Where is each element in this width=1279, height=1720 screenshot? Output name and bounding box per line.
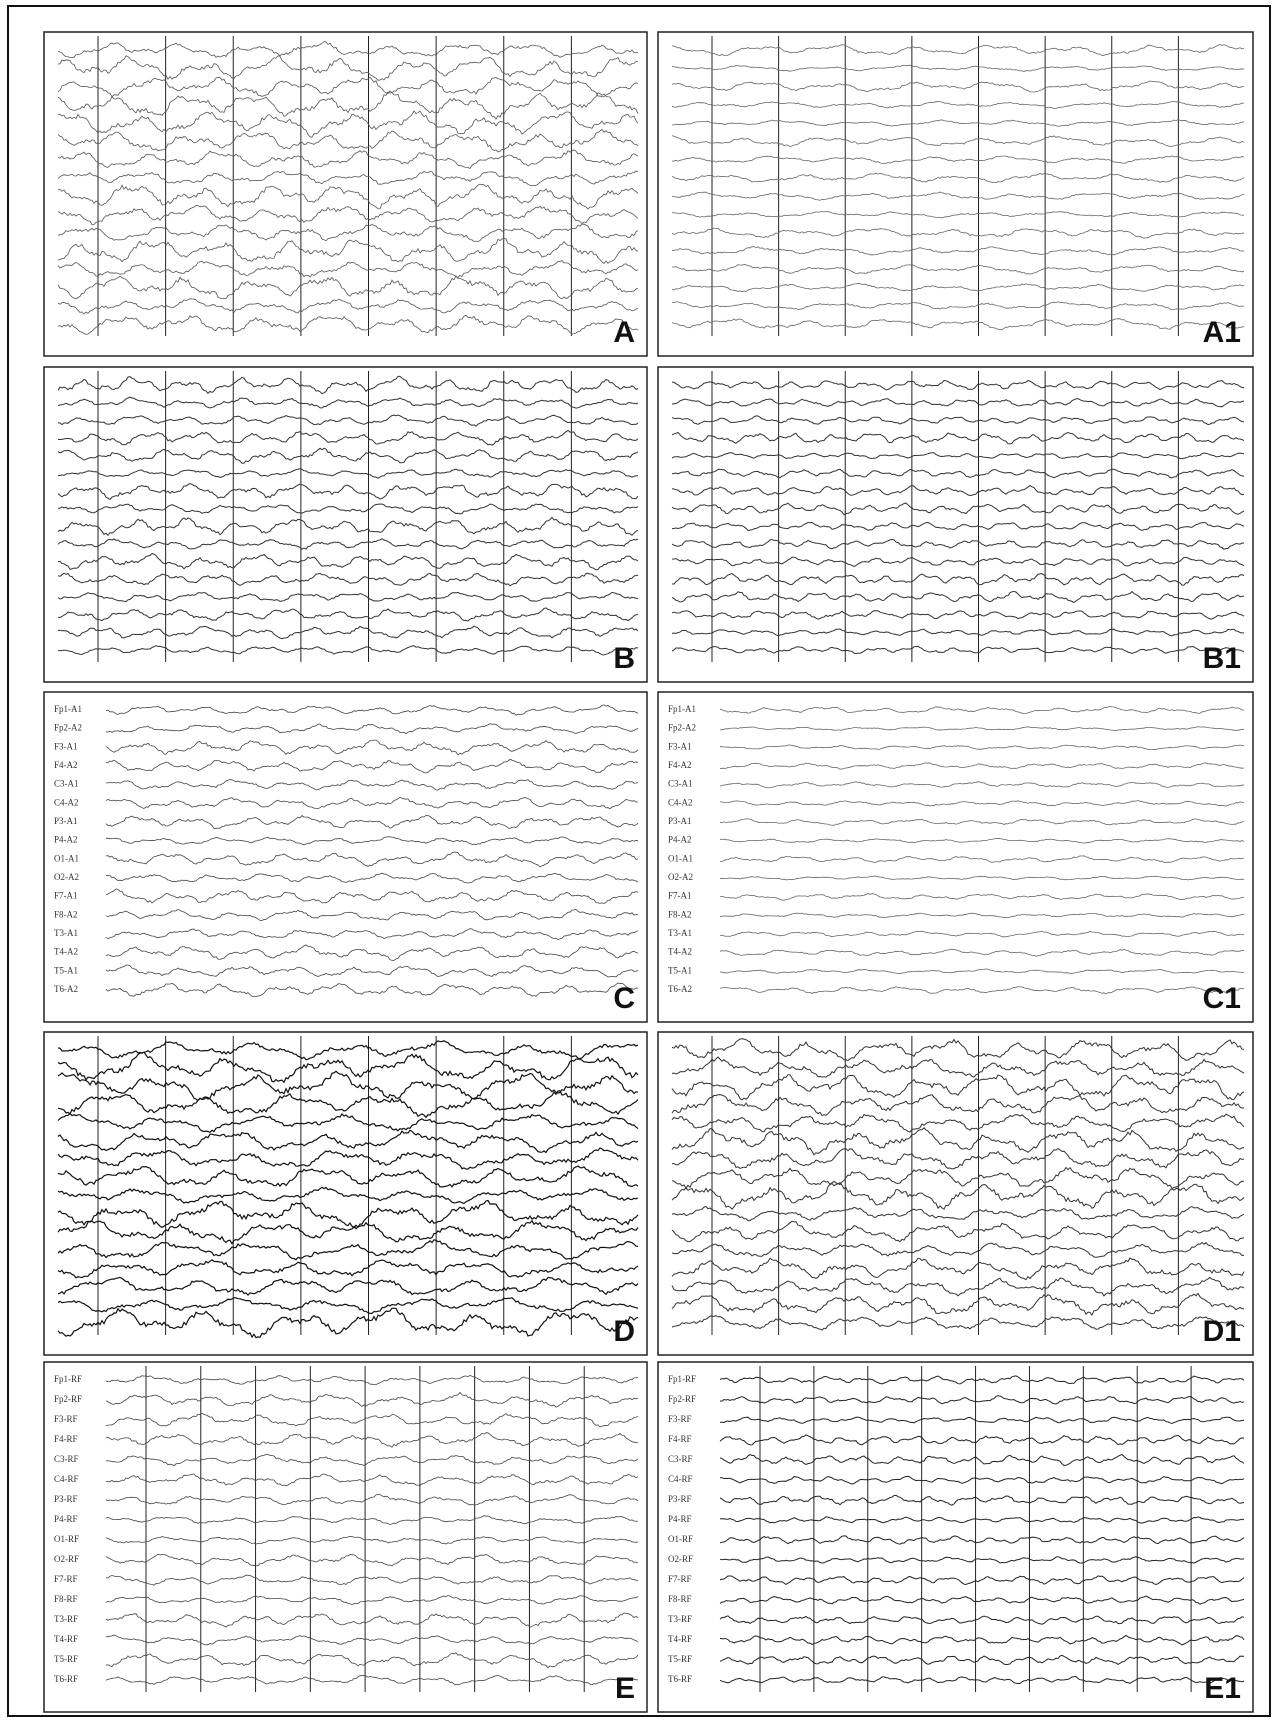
channel-label: T6-A2 xyxy=(54,984,78,994)
panel-label: D xyxy=(613,1315,635,1348)
channel-label: Fp1-RF xyxy=(668,1374,696,1384)
panel-frame xyxy=(658,1362,1253,1712)
channel-label: T5-RF xyxy=(54,1654,78,1664)
channel-label: P4-A2 xyxy=(668,835,692,845)
channel-label: O1-A1 xyxy=(54,853,79,863)
channel-label: P4-RF xyxy=(668,1514,692,1524)
channel-label: T3-A1 xyxy=(54,928,78,938)
panel-label: D1 xyxy=(1203,1315,1241,1348)
channel-label: P3-A1 xyxy=(668,816,692,826)
panel-frame xyxy=(44,1362,647,1712)
eeg-figure: A A1 B B1 Fp1-A1 Fp2-A2 F3-A1 F4-A2 C3-A1 C4-A2 P3… xyxy=(0,0,1279,1720)
channel-label: F8-A2 xyxy=(54,909,78,919)
channel-label: F8-A2 xyxy=(668,909,692,919)
panel-label: E1 xyxy=(1204,1672,1241,1705)
channel-label: P4-RF xyxy=(54,1514,78,1524)
channel-label: Fp1-A1 xyxy=(668,704,696,714)
channel-label: T6-RF xyxy=(54,1674,78,1684)
channel-label: O1-RF xyxy=(54,1534,79,1544)
channel-label: F4-A2 xyxy=(54,760,78,770)
channel-label: T3-RF xyxy=(668,1614,692,1624)
panel-label: C1 xyxy=(1203,982,1241,1015)
channel-label: T5-RF xyxy=(668,1654,692,1664)
channel-label: F7-RF xyxy=(668,1574,692,1584)
channel-label: O1-A1 xyxy=(668,853,693,863)
channel-label: O2-RF xyxy=(668,1554,693,1564)
panel-label: E xyxy=(615,1672,635,1705)
channel-label: T5-A1 xyxy=(668,965,692,975)
channel-label: F7-RF xyxy=(54,1574,78,1584)
channel-label: F3-A1 xyxy=(54,741,78,751)
channel-label: P3-A1 xyxy=(54,816,78,826)
channel-label: Fp2-RF xyxy=(668,1394,696,1404)
channel-label: O1-RF xyxy=(668,1534,693,1544)
channel-label: Fp1-A1 xyxy=(54,704,82,714)
channel-label: C3-A1 xyxy=(54,779,79,789)
panel-label: A1 xyxy=(1203,316,1241,349)
channel-label: T4-RF xyxy=(54,1634,78,1644)
panel-label: B1 xyxy=(1203,642,1241,675)
channel-label: P3-RF xyxy=(668,1494,692,1504)
channel-label: F3-RF xyxy=(668,1414,692,1424)
channel-label: T6-RF xyxy=(668,1674,692,1684)
channel-label: Fp2-A2 xyxy=(668,723,696,733)
channel-label: F7-A1 xyxy=(668,891,692,901)
channel-label: C4-A2 xyxy=(54,797,79,807)
channel-label: T5-A1 xyxy=(54,965,78,975)
channel-label: C3-A1 xyxy=(668,779,693,789)
channel-label: O2-A2 xyxy=(54,872,79,882)
channel-label: P3-RF xyxy=(54,1494,78,1504)
channel-label: Fp2-A2 xyxy=(54,723,82,733)
channel-label: F8-RF xyxy=(668,1594,692,1604)
channel-label: F7-A1 xyxy=(54,891,78,901)
channel-label: F3-RF xyxy=(54,1414,78,1424)
channel-label: O2-RF xyxy=(54,1554,79,1564)
channel-label: F8-RF xyxy=(54,1594,78,1604)
channel-label: C4-A2 xyxy=(668,797,693,807)
panel-label: A xyxy=(613,316,635,349)
channel-label: F4-RF xyxy=(668,1434,692,1444)
panel-label: B xyxy=(613,642,635,675)
channel-label: C3-RF xyxy=(54,1454,79,1464)
channel-label: C4-RF xyxy=(668,1474,693,1484)
figure: A A1 B B1 Fp1-A1 Fp2-A2 F3-A1 F4-A2 C3-A1 C4-A2 P3… xyxy=(0,0,1279,1720)
channel-label: P4-A2 xyxy=(54,835,78,845)
channel-label: Fp1-RF xyxy=(54,1374,82,1384)
channel-label: C4-RF xyxy=(54,1474,79,1484)
channel-label: T4-A2 xyxy=(668,947,692,957)
channel-label: T3-RF xyxy=(54,1614,78,1624)
channel-label: Fp2-RF xyxy=(54,1394,82,1404)
channel-label: T6-A2 xyxy=(668,984,692,994)
panel-frame xyxy=(658,367,1253,682)
channel-label: T4-A2 xyxy=(54,947,78,957)
channel-label: C3-RF xyxy=(668,1454,693,1464)
channel-label: O2-A2 xyxy=(668,872,693,882)
channel-label: F4-RF xyxy=(54,1434,78,1444)
channel-label: F3-A1 xyxy=(668,741,692,751)
channel-label: F4-A2 xyxy=(668,760,692,770)
channel-label: T4-RF xyxy=(668,1634,692,1644)
panel-label: C xyxy=(613,982,635,1015)
channel-label: T3-A1 xyxy=(668,928,692,938)
